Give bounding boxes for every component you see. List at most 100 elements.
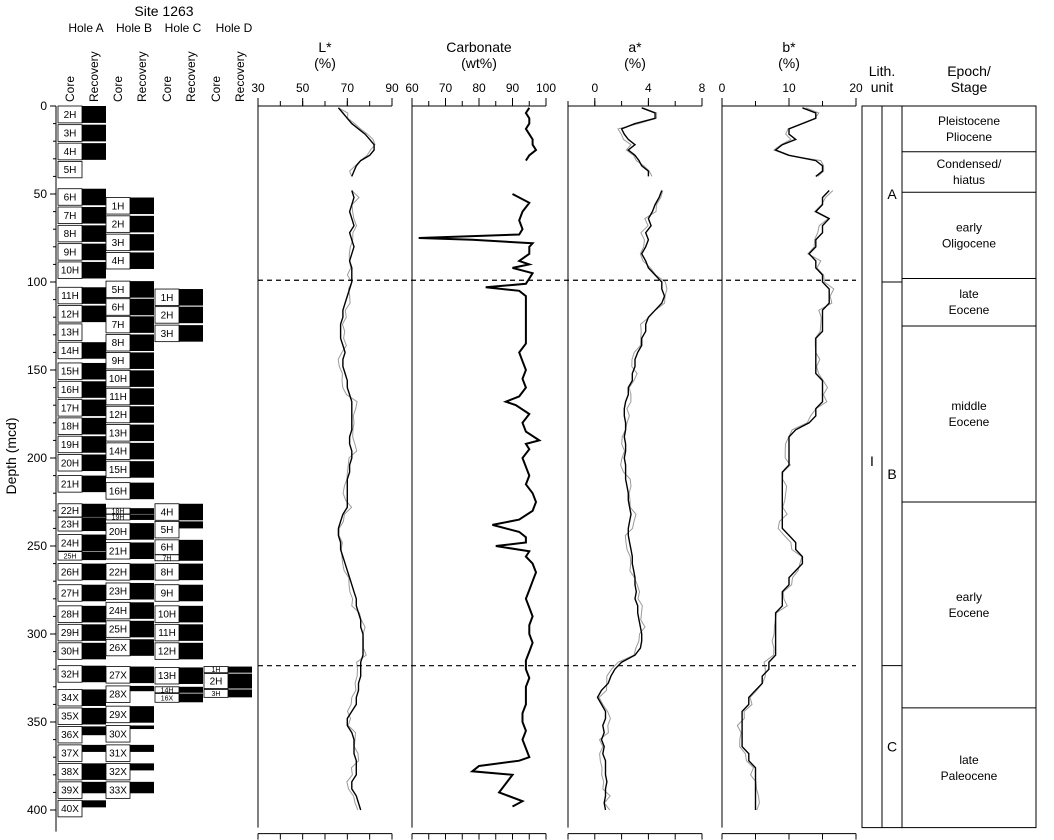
recovery-bar (130, 370, 154, 387)
panel-tick-label: 8 (699, 81, 706, 95)
recovery-bar (82, 143, 106, 160)
recovery-subheader: Recovery (135, 51, 149, 102)
series-line (596, 190, 666, 811)
recovery-bar (130, 215, 154, 233)
core-label: 15H (109, 465, 127, 476)
recovery-bar (82, 106, 106, 123)
core-box (105, 725, 131, 743)
panel-tick-label: 10 (782, 81, 796, 95)
panel-title: Carbonate (446, 39, 512, 55)
recovery-bar (82, 584, 106, 602)
core-subheader: Core (160, 76, 174, 102)
core-label: 25H (64, 553, 77, 560)
recovery-bar (130, 406, 154, 423)
recovery-bar (82, 381, 106, 398)
core-box (105, 762, 131, 781)
core-label: 5H (161, 525, 174, 536)
lith-subunit-label: C (887, 739, 897, 755)
core-label: 8H (64, 229, 77, 240)
recovery-bar (82, 261, 106, 279)
recovery-bar (82, 287, 106, 304)
panel-1: L*(%) 30 50 70 90 (251, 39, 399, 840)
panel-4: b*(%) 0 10 20 (719, 39, 863, 840)
recovery-bar (130, 197, 154, 215)
panel-2: Carbonate(wt%) 60 70 80 90 100 (405, 39, 556, 840)
epoch-label: Pleistocene Pliocene (938, 114, 1000, 144)
core-label: 1H (212, 667, 221, 674)
recovery-bar (82, 534, 106, 552)
recovery-bar (130, 514, 154, 520)
core-box (57, 323, 83, 341)
recovery-bar (82, 763, 106, 780)
core-label: 2H (64, 110, 77, 121)
core-label: 21H (109, 546, 127, 557)
recovery-bar (82, 436, 106, 453)
recovery-bar (179, 605, 203, 623)
core-label: 8H (161, 567, 174, 578)
epoch-label: Condensed/hiatus (937, 157, 1002, 187)
core-subheader: Core (111, 76, 125, 102)
core-label: 7H (64, 211, 77, 222)
recovery-bar (82, 781, 106, 794)
core-label: 3H (161, 329, 174, 340)
core-label: 6H (112, 302, 125, 313)
recovery-bar (130, 639, 154, 656)
series-scatter-envelope (617, 107, 658, 177)
core-label: 23H (61, 520, 79, 531)
recovery-bar (82, 124, 106, 142)
recovery-bar (130, 725, 154, 730)
recovery-bar (228, 673, 252, 689)
recovery-bar (179, 539, 203, 557)
recovery-bar (82, 417, 106, 435)
recovery-bar (130, 281, 154, 298)
lith-unit-label: I (870, 453, 874, 469)
panel-3: a*(%) 0 4 8 (567, 39, 706, 840)
core-label: 16X (161, 695, 174, 702)
core-label: 39X (61, 786, 79, 797)
panel-tick-label: 0 (719, 81, 726, 95)
core-label: 31X (109, 749, 127, 760)
recovery-bar (82, 188, 106, 206)
core-label: 28X (109, 690, 127, 701)
core-label: 14H (109, 447, 127, 458)
lith-subunit-label: B (887, 466, 896, 482)
core-label: 24H (61, 538, 79, 549)
core-label: 2H (161, 310, 174, 321)
recovery-bar (130, 508, 154, 514)
recovery-bar (82, 665, 106, 683)
core-label: 17H (61, 403, 79, 414)
recovery-bar (82, 475, 106, 493)
recovery-bar (130, 442, 154, 460)
panel-unit: (%) (314, 55, 336, 71)
hole-columns: Hole A Core Recovery Hole B Core Recovery Hole… (27, 21, 253, 832)
panel-title: b* (782, 39, 796, 55)
core-label: 7H (112, 320, 125, 331)
recovery-bar (130, 482, 154, 500)
recovery-bar (82, 243, 106, 261)
recovery-bar (179, 554, 203, 561)
core-label: 34X (61, 693, 79, 704)
recovery-bar (179, 503, 203, 521)
recovery-bar (179, 686, 203, 693)
core-label: 27H (61, 588, 79, 599)
core-label: 30H (61, 647, 79, 658)
epoch-label: late Paleocene (941, 753, 998, 783)
series-line (337, 107, 375, 177)
recovery-subheader: Recovery (87, 51, 101, 102)
core-label: 16H (61, 385, 79, 396)
recovery-bar (130, 252, 154, 269)
core-label: 20H (109, 527, 127, 538)
recovery-bar (130, 744, 154, 752)
recovery-bar (130, 781, 154, 794)
core-label: 12H (158, 647, 176, 658)
epoch-label: middle Eocene (949, 399, 990, 429)
core-box (57, 799, 83, 818)
recovery-bar (82, 454, 106, 472)
recovery-bar (130, 352, 154, 369)
core-label: 6H (161, 543, 174, 554)
core-label: 13H (109, 428, 127, 439)
panel-title: a* (628, 39, 642, 55)
recovery-bar (130, 706, 154, 723)
core-label: 26X (109, 643, 127, 654)
